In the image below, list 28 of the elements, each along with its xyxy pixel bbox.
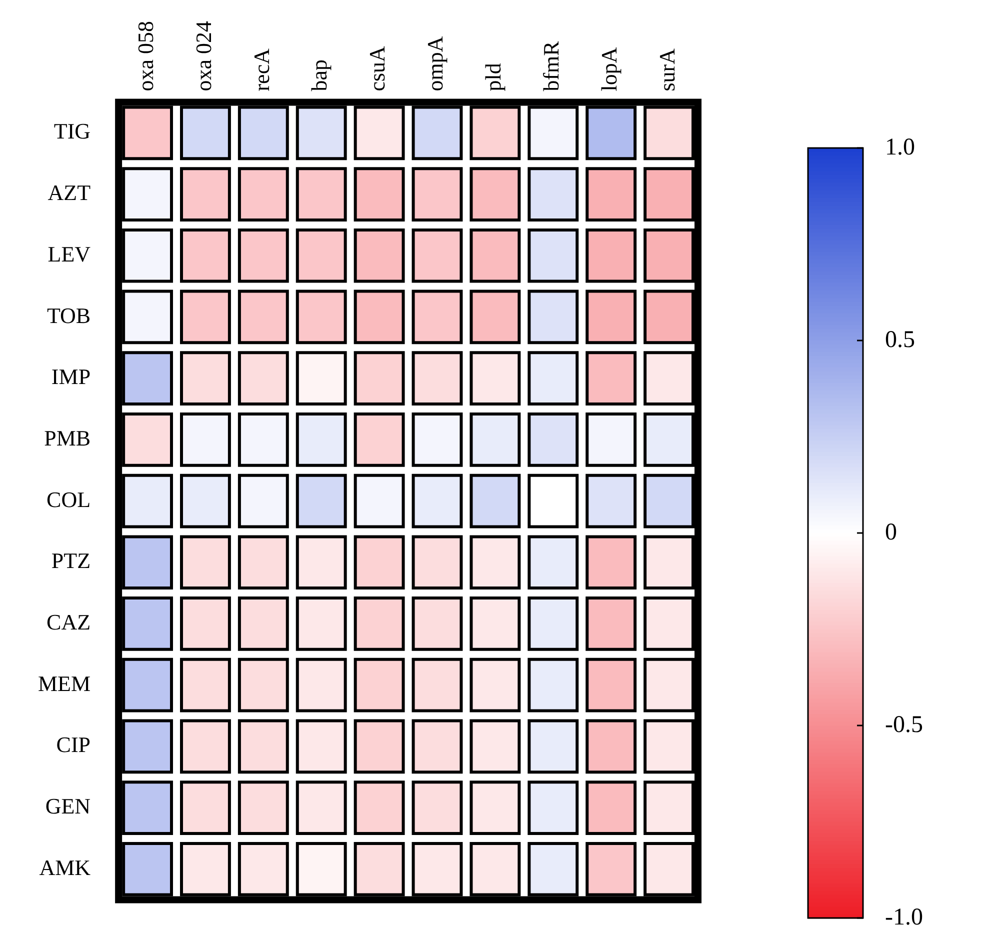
y-tick-label: MEM	[38, 670, 91, 696]
x-tick-label: oxa 024	[190, 21, 216, 92]
x-tick-label: surA	[654, 48, 680, 92]
y-tick-label: COL	[46, 486, 91, 512]
x-tick-label: pld	[480, 63, 506, 92]
color-bar-label: -0.5	[885, 712, 923, 738]
y-tick-label: LEV	[48, 241, 91, 266]
y-tick-label: CAZ	[46, 610, 91, 635]
color-bar-label: 0	[885, 519, 897, 546]
y-tick-label: IMP	[51, 364, 91, 390]
y-tick-label: CIP	[56, 732, 91, 758]
y-tick-label: AMK	[39, 854, 91, 880]
x-tick-label: recA	[248, 48, 274, 92]
y-tick-label: GEN	[45, 794, 91, 819]
y-tick-label: PMB	[44, 425, 91, 450]
x-tick-label: ompA	[422, 36, 448, 92]
x-tick-label: csuA	[364, 46, 390, 92]
y-tick-label: PTZ	[51, 548, 91, 574]
color-bar-label: -1.0	[885, 904, 923, 930]
color-bar-label: 1.0	[885, 134, 915, 160]
color-bar-label: 0.5	[885, 326, 915, 353]
x-tick-label: lopA	[596, 47, 622, 92]
y-tick-label: TOB	[46, 302, 91, 328]
x-tick-label: bfmR	[538, 40, 564, 92]
x-tick-label: oxa 058	[132, 21, 158, 92]
y-tick-label: AZT	[48, 180, 92, 206]
y-tick-label: TIG	[54, 118, 91, 144]
x-tick-label: bap	[306, 60, 332, 92]
